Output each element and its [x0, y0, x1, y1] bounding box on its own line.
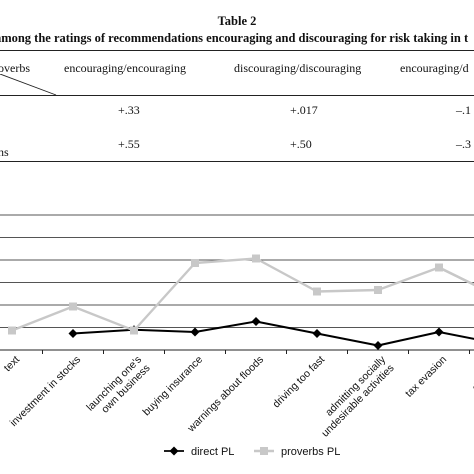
data-point-direct	[434, 327, 444, 337]
series-line	[438, 266, 474, 287]
data-point-proverbs	[69, 302, 77, 311]
legend-label: proverbs PL	[281, 446, 340, 458]
table-cell: +.50	[290, 137, 312, 151]
x-tick-label: buying insurance	[140, 354, 205, 419]
table-cell: –.1	[456, 103, 471, 117]
table-cell: –.3	[456, 137, 471, 151]
column-header-discouraging: discouraging/discouraging	[234, 61, 362, 75]
data-point-proverbs	[252, 254, 260, 263]
data-point-proverbs	[374, 286, 382, 294]
table-bottom-rule	[0, 161, 474, 162]
data-point-proverbs	[191, 259, 199, 267]
data-point-direct	[373, 341, 383, 350]
legend-marker	[260, 447, 268, 455]
data-point-proverbs	[8, 326, 16, 335]
data-point-direct	[68, 329, 78, 338]
table-corner-label: roverbs	[0, 61, 30, 75]
data-point-direct	[190, 327, 200, 337]
x-tick-label: text	[2, 354, 23, 375]
legend-marker	[169, 446, 179, 456]
table-header-rule	[0, 95, 474, 96]
table-cell: +.017	[290, 103, 318, 117]
x-tick-label: driving too fast	[270, 354, 327, 411]
corner-diagonal-line	[0, 74, 57, 96]
table-cell: +.55	[118, 137, 140, 151]
series-line	[72, 320, 474, 347]
table-title: Table 2	[217, 14, 257, 28]
table-caption: ns among the ratings of recommendations …	[0, 31, 469, 45]
table-top-rule	[0, 50, 474, 51]
legend-label: direct PL	[191, 446, 234, 458]
row-label-2: ns	[0, 145, 9, 159]
table-cell: +.33	[118, 103, 140, 117]
x-tick-label: admitting sociallyundesirable activities	[311, 353, 397, 439]
x-tick-label: disappoin	[470, 354, 474, 394]
column-header-mixed: encouraging/d	[400, 61, 469, 75]
column-header-encouraging: encouraging/encouraging	[64, 61, 186, 75]
data-point-proverbs	[313, 287, 321, 296]
x-tick-label: tax evasion	[403, 354, 449, 400]
data-point-proverbs	[130, 326, 138, 335]
data-point-direct	[251, 317, 261, 326]
series-line	[11, 257, 474, 332]
data-point-direct	[312, 329, 322, 338]
